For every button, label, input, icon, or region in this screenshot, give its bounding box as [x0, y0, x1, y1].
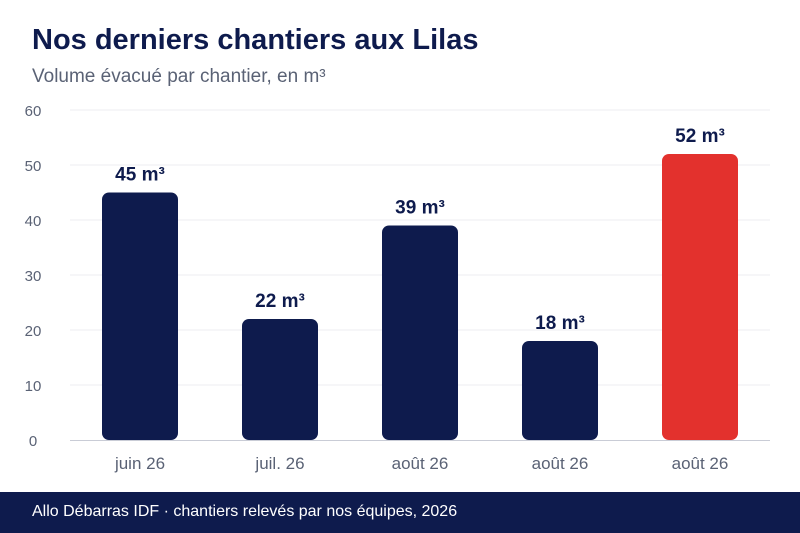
footer-bar: Allo Débarras IDF · chantiers relevés pa… [0, 492, 800, 533]
bar [242, 319, 318, 440]
bar-chart: 0 10 20 30 40 50 60 45 m³ juin 26 22 m³ juil. 26 39… [25, 103, 770, 473]
y-tick-label: 10 [25, 378, 42, 395]
y-tick-label: 20 [25, 323, 42, 340]
x-tick-label: août 26 [672, 454, 729, 473]
data-label: 18 m³ [535, 313, 585, 334]
chart-subtitle: Volume évacué par chantier, en m³ [32, 66, 326, 87]
y-tick-label: 50 [25, 158, 42, 175]
bar [522, 341, 598, 440]
x-tick-label: août 26 [532, 454, 589, 473]
y-tick-label: 30 [25, 268, 42, 285]
bar [662, 154, 738, 440]
data-label: 22 m³ [255, 291, 305, 312]
data-label: 52 m³ [675, 126, 725, 147]
y-tick-label: 0 [29, 433, 37, 450]
y-tick-label: 40 [25, 213, 42, 230]
x-tick-label: juil. 26 [254, 454, 304, 473]
footer-source: Allo Débarras IDF · chantiers relevés pa… [32, 503, 458, 520]
chart-title: Nos derniers chantiers aux Lilas [32, 24, 479, 56]
y-tick-label: 60 [25, 103, 42, 120]
x-tick-label: juin 26 [114, 454, 165, 473]
data-label: 45 m³ [115, 165, 165, 186]
x-tick-label: août 26 [392, 454, 449, 473]
bar [102, 192, 178, 440]
bar [382, 225, 458, 440]
data-label: 39 m³ [395, 198, 445, 219]
